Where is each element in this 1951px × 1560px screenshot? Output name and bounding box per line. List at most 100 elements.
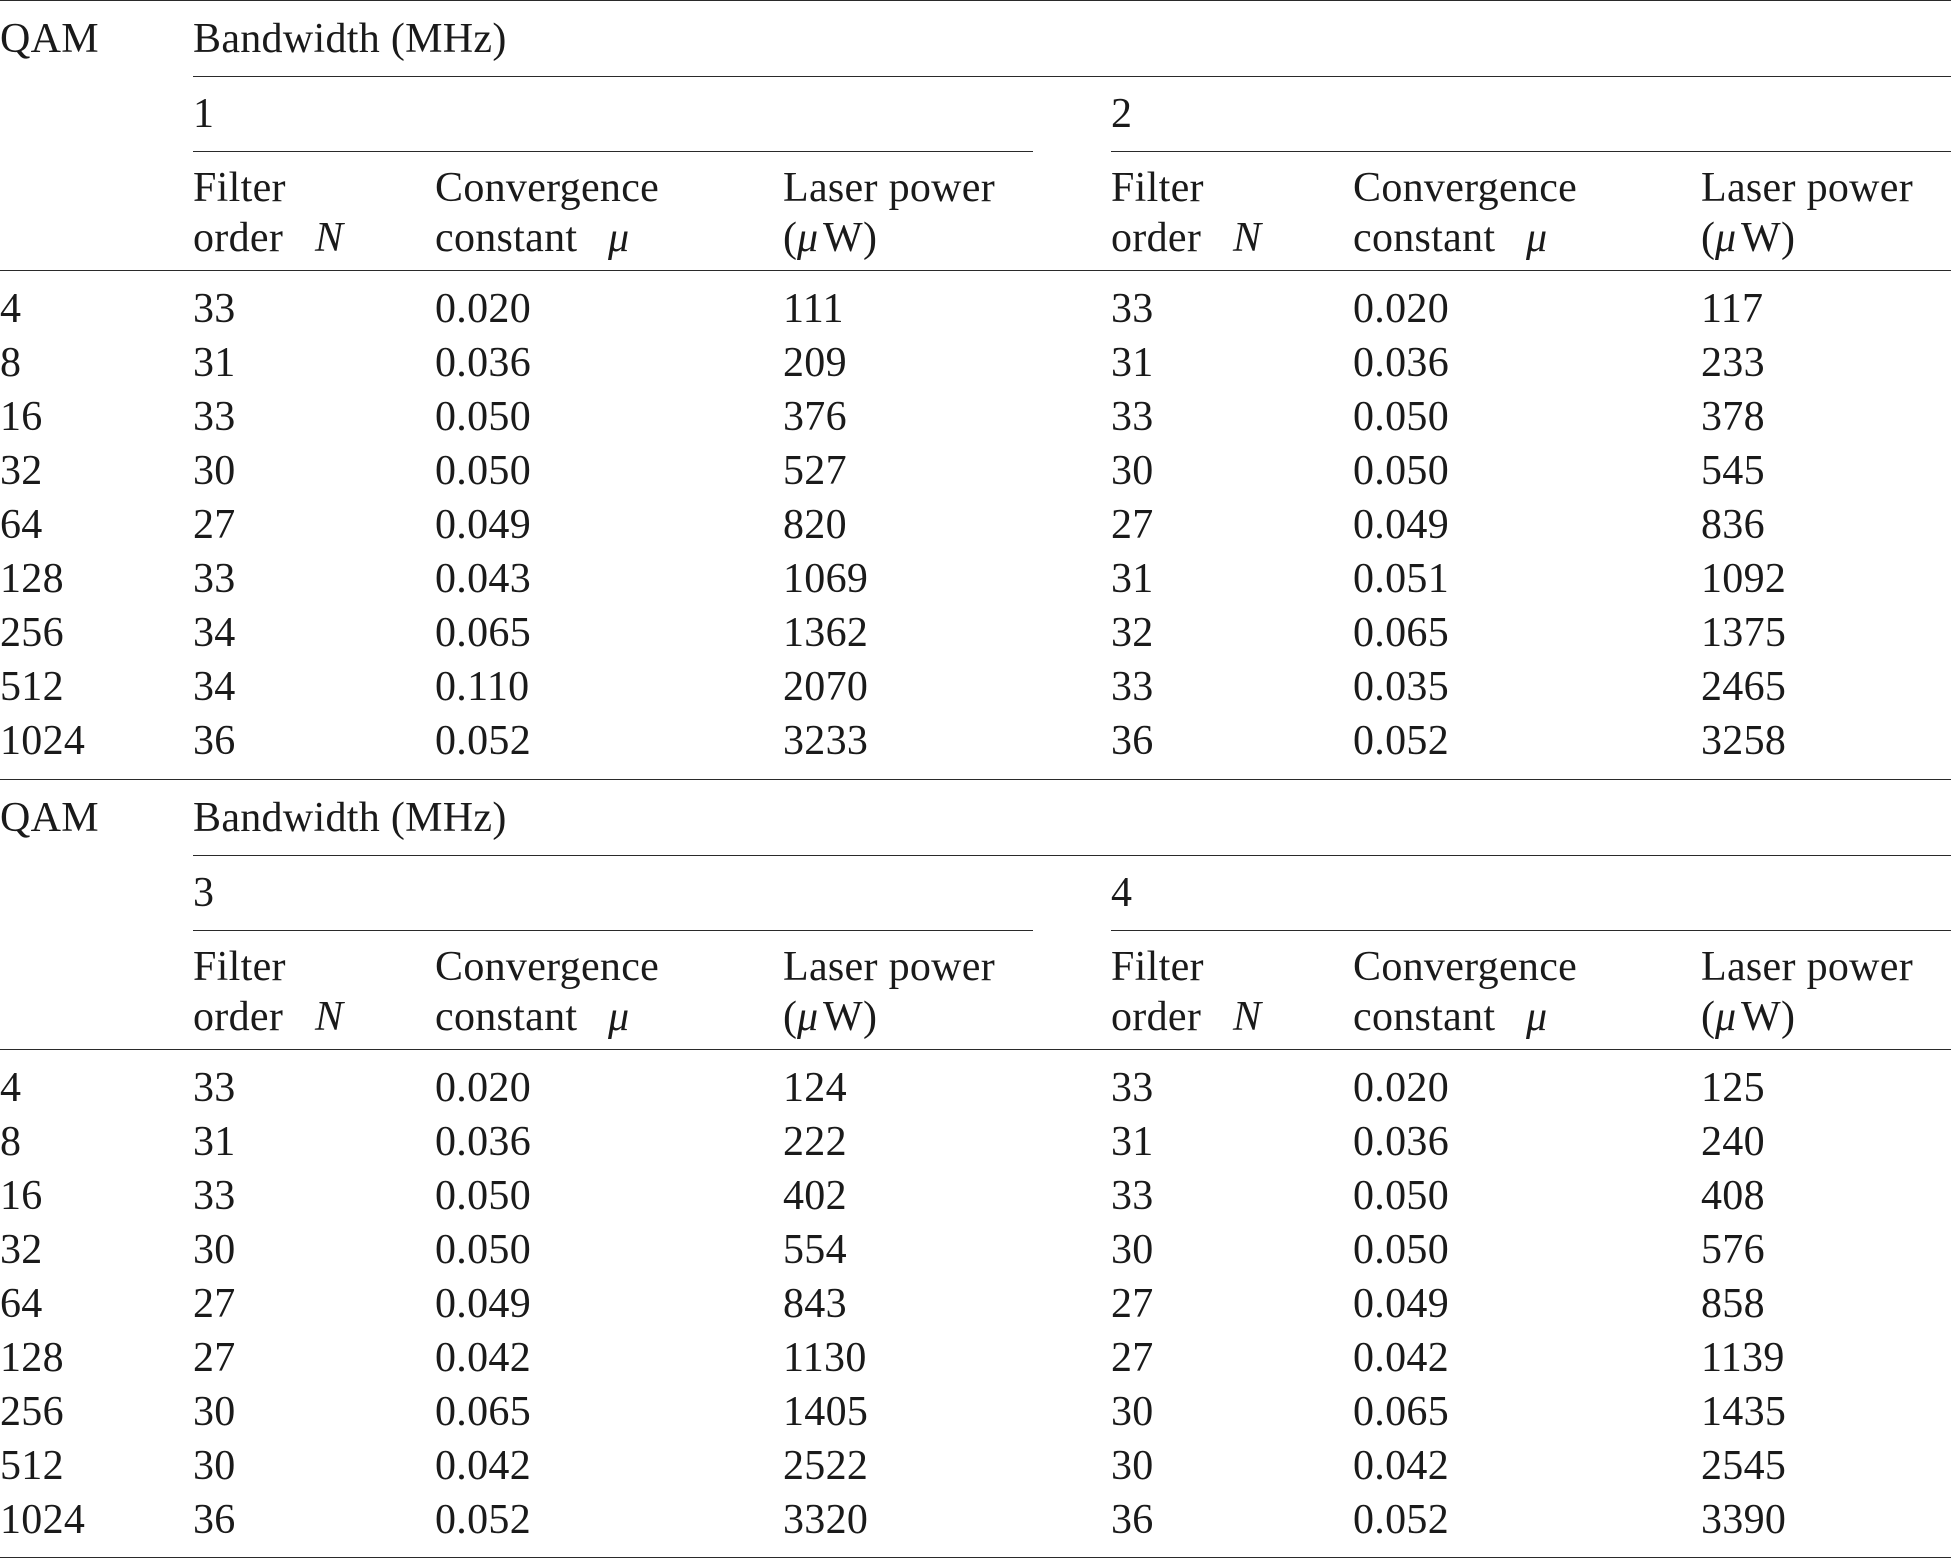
convergence-header-line1: Convergence bbox=[435, 165, 660, 211]
bandwidth-value: 2 bbox=[1111, 91, 1133, 137]
header-bottom-rule bbox=[0, 1049, 1951, 1050]
table-cell: 0.035 bbox=[1353, 664, 1449, 710]
table-cell: 0.042 bbox=[435, 1335, 531, 1381]
convergence-symbol: μ bbox=[1526, 994, 1548, 1040]
filter-order-symbol: N bbox=[1233, 215, 1262, 261]
header-bottom-rule bbox=[0, 270, 1951, 271]
table-cell: 31 bbox=[1111, 340, 1154, 386]
table-cell: 0.020 bbox=[1353, 286, 1449, 332]
table-cell: 3258 bbox=[1701, 718, 1787, 764]
laser-power-symbol: μ bbox=[797, 215, 819, 261]
table-cell: 0.042 bbox=[435, 1443, 531, 1489]
table-cell: 27 bbox=[1111, 502, 1154, 548]
table-cell: 0.049 bbox=[1353, 502, 1449, 548]
block-top-rule bbox=[0, 0, 1951, 1]
qam-order-cell: 128 bbox=[0, 1335, 64, 1381]
convergence-header-line2: constant bbox=[1353, 215, 1496, 261]
table-cell: 27 bbox=[193, 502, 236, 548]
qam-order-cell: 64 bbox=[0, 502, 43, 548]
table-cell: 0.065 bbox=[435, 1389, 531, 1435]
laser-power-header-paren: ( bbox=[783, 994, 798, 1040]
table-cell: 36 bbox=[193, 718, 236, 764]
bandwidth-rule bbox=[193, 76, 1951, 77]
table-cell: 233 bbox=[1701, 340, 1765, 386]
laser-power-symbol: μ bbox=[797, 994, 819, 1040]
table-cell: 2522 bbox=[783, 1443, 869, 1489]
table-cell: 554 bbox=[783, 1227, 847, 1273]
table-cell: 0.110 bbox=[435, 664, 530, 710]
qam-order-cell: 256 bbox=[0, 610, 64, 656]
filter-order-header-line2: order bbox=[1111, 215, 1202, 261]
table-cell: 0.065 bbox=[435, 610, 531, 656]
table-cell: 34 bbox=[193, 664, 236, 710]
table-cell: 27 bbox=[1111, 1281, 1154, 1327]
table-cell: 33 bbox=[1111, 394, 1154, 440]
table-cell: 3233 bbox=[783, 718, 869, 764]
table-cell: 125 bbox=[1701, 1065, 1765, 1111]
laser-power-unit: W) bbox=[823, 994, 878, 1040]
table-cell: 836 bbox=[1701, 502, 1765, 548]
table-cell: 0.042 bbox=[1353, 1335, 1449, 1381]
table-cell: 0.050 bbox=[435, 1173, 531, 1219]
table-cell: 222 bbox=[783, 1119, 847, 1165]
qam-order-cell: 4 bbox=[0, 1065, 22, 1111]
table-cell: 33 bbox=[193, 556, 236, 602]
bandwidth-value: 3 bbox=[193, 870, 215, 916]
table-cell: 111 bbox=[783, 286, 844, 332]
table-cell: 0.042 bbox=[1353, 1443, 1449, 1489]
qam-order-cell: 8 bbox=[0, 340, 22, 386]
laser-power-header-paren: ( bbox=[783, 215, 798, 261]
qam-header: QAM bbox=[0, 16, 99, 62]
table-cell: 0.065 bbox=[1353, 1389, 1449, 1435]
table-cell: 31 bbox=[193, 1119, 236, 1165]
laser-power-header-line1: Laser power bbox=[783, 944, 996, 990]
table-cell: 0.036 bbox=[1353, 340, 1449, 386]
laser-power-symbol: μ bbox=[1715, 994, 1737, 1040]
table-cell: 0.050 bbox=[1353, 1173, 1449, 1219]
table-cell: 0.052 bbox=[1353, 1497, 1449, 1543]
table-cell: 117 bbox=[1701, 286, 1764, 332]
table-cell: 0.050 bbox=[435, 448, 531, 494]
filter-order-symbol: N bbox=[315, 215, 344, 261]
table-cell: 27 bbox=[1111, 1335, 1154, 1381]
qam-order-cell: 4 bbox=[0, 286, 22, 332]
table-cell: 33 bbox=[1111, 286, 1154, 332]
laser-power-header-paren: ( bbox=[1701, 215, 1716, 261]
filter-order-header-line1: Filter bbox=[1111, 944, 1204, 990]
qam-order-cell: 8 bbox=[0, 1119, 22, 1165]
table-cell: 0.050 bbox=[1353, 1227, 1449, 1273]
table-cell: 30 bbox=[193, 448, 236, 494]
table-cell: 27 bbox=[193, 1281, 236, 1327]
table-cell: 2545 bbox=[1701, 1443, 1787, 1489]
convergence-header-line1: Convergence bbox=[1353, 165, 1578, 211]
table-cell: 0.049 bbox=[435, 1281, 531, 1327]
table-cell: 124 bbox=[783, 1065, 847, 1111]
convergence-header-line2: constant bbox=[435, 215, 578, 261]
bandwidth-rule bbox=[193, 855, 1951, 856]
filter-order-header-line1: Filter bbox=[193, 944, 286, 990]
convergence-symbol: μ bbox=[608, 215, 630, 261]
table-cell: 30 bbox=[1111, 448, 1154, 494]
qam-header: QAM bbox=[0, 795, 99, 841]
table-cell: 0.052 bbox=[1353, 718, 1449, 764]
qam-order-cell: 1024 bbox=[0, 1497, 86, 1543]
filter-order-header-line2: order bbox=[193, 994, 284, 1040]
filter-order-header-line2: order bbox=[1111, 994, 1202, 1040]
table-cell: 36 bbox=[1111, 718, 1154, 764]
filter-order-header-line1: Filter bbox=[193, 165, 286, 211]
laser-power-header-line1: Laser power bbox=[1701, 944, 1914, 990]
table-cell: 209 bbox=[783, 340, 847, 386]
table-cell: 30 bbox=[193, 1443, 236, 1489]
table-cell: 0.065 bbox=[1353, 610, 1449, 656]
table-cell: 0.020 bbox=[1353, 1065, 1449, 1111]
table-cell: 527 bbox=[783, 448, 847, 494]
qam-order-cell: 32 bbox=[0, 448, 43, 494]
table-cell: 0.050 bbox=[1353, 448, 1449, 494]
table-cell: 0.049 bbox=[435, 502, 531, 548]
filter-order-symbol: N bbox=[1233, 994, 1262, 1040]
table-cell: 0.051 bbox=[1353, 556, 1449, 602]
table-cell: 33 bbox=[193, 286, 236, 332]
table-cell: 30 bbox=[1111, 1443, 1154, 1489]
table-cell: 30 bbox=[1111, 1227, 1154, 1273]
table-cell: 0.052 bbox=[435, 1497, 531, 1543]
